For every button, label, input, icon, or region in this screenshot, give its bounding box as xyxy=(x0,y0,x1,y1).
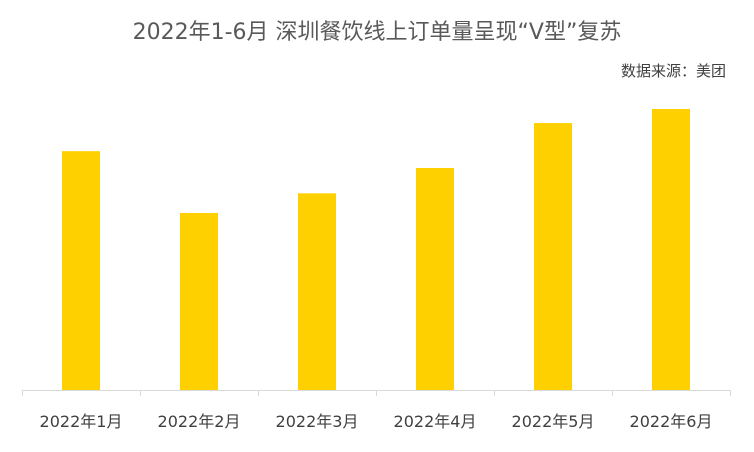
bar-4 xyxy=(416,168,454,390)
x-tick-labels: 2022年1月 2022年2月 2022年3月 2022年4月 2022年5月 2022年… xyxy=(40,412,713,431)
bar-5 xyxy=(534,123,572,391)
bar-1 xyxy=(62,151,100,390)
x-tick-label: 2022年4月 xyxy=(394,412,477,431)
bars-group xyxy=(62,109,690,391)
x-tick-label: 2022年6月 xyxy=(630,412,713,431)
chart-title: 2022年1-6月 深圳餐饮线上订单量呈现“V型”复苏 xyxy=(132,20,622,45)
data-source-note: 数据来源：美团 xyxy=(620,62,726,80)
bar-6 xyxy=(652,109,690,390)
bar-2 xyxy=(180,212,218,390)
x-tick-label: 2022年2月 xyxy=(158,412,241,431)
x-tick-label: 2022年3月 xyxy=(276,412,359,431)
x-axis xyxy=(22,390,731,396)
x-tick-label: 2022年1月 xyxy=(40,412,123,431)
x-tick-label: 2022年5月 xyxy=(512,412,595,431)
bar-3 xyxy=(298,193,336,390)
